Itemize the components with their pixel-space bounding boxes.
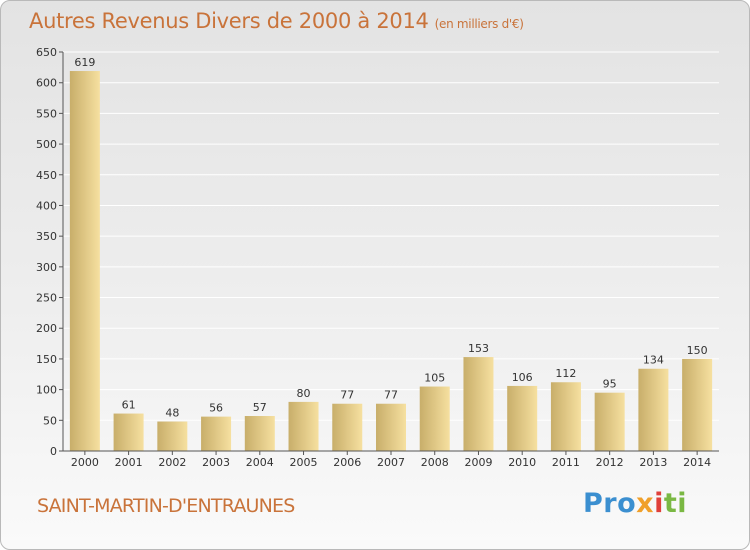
value-label-2008: 105 xyxy=(424,372,445,385)
bar-2002 xyxy=(157,421,188,451)
value-label-2001: 61 xyxy=(122,399,136,412)
bar-2011 xyxy=(550,382,581,451)
y-tick-label: 50 xyxy=(43,414,57,427)
value-label-2004: 57 xyxy=(253,401,267,414)
value-label-2003: 56 xyxy=(209,402,223,415)
labels: 0 50 100 150 200 250 300 350 400 450 500 550 600 650 6… xyxy=(36,46,711,469)
value-label-2011: 112 xyxy=(555,367,576,380)
x-tick-label-2004: 2004 xyxy=(246,456,274,469)
grid-lines xyxy=(63,51,719,421)
bar-2014 xyxy=(682,358,713,451)
logo-part-4: ti xyxy=(663,488,688,519)
value-label-2009: 153 xyxy=(468,342,489,355)
axes xyxy=(59,51,719,455)
value-label-2013: 134 xyxy=(643,354,664,367)
bar-2006 xyxy=(332,403,363,451)
x-tick-label-2002: 2002 xyxy=(158,456,186,469)
bar-2004 xyxy=(244,416,275,451)
y-tick-label: 500 xyxy=(36,138,57,151)
logo-part-3: i xyxy=(654,488,664,519)
bar-2013 xyxy=(638,368,669,451)
y-tick-label: 250 xyxy=(36,292,57,305)
y-tick-label: 200 xyxy=(36,322,57,335)
commune-name: SAINT-MARTIN-D'ENTRAUNES xyxy=(37,495,295,517)
x-tick-label-2010: 2010 xyxy=(508,456,536,469)
y-tick-label: 400 xyxy=(36,199,57,212)
value-label-2000: 619 xyxy=(74,56,95,69)
y-tick-label: 450 xyxy=(36,169,57,182)
value-label-2012: 95 xyxy=(603,378,617,391)
bar-2009 xyxy=(463,357,494,451)
bar-2000 xyxy=(69,71,100,451)
chart-title: Autres Revenus Divers de 2000 à 2014 (en … xyxy=(29,9,524,33)
logo-part-1: Pro xyxy=(583,488,637,519)
bar-2012 xyxy=(594,392,625,451)
x-tick-label-2012: 2012 xyxy=(596,456,624,469)
value-label-2005: 80 xyxy=(297,387,311,400)
chart-title-unit: (en milliers d'€) xyxy=(434,17,524,31)
proxiti-logo[interactable]: Proxiti xyxy=(583,488,687,519)
logo-part-2: x xyxy=(636,488,655,519)
bar-2001 xyxy=(113,413,144,451)
y-tick-label: 100 xyxy=(36,384,57,397)
bar-2007 xyxy=(376,403,406,451)
x-tick-label-2000: 2000 xyxy=(71,456,99,469)
x-tick-label-2007: 2007 xyxy=(377,456,405,469)
y-tick-label: 600 xyxy=(36,77,57,90)
value-label-2014: 150 xyxy=(687,344,708,357)
y-tick-label: 0 xyxy=(50,445,57,458)
value-label-2002: 48 xyxy=(165,407,179,420)
bar-2003 xyxy=(201,416,232,451)
bars xyxy=(69,71,713,451)
value-label-2010: 106 xyxy=(512,371,533,384)
bar-2008 xyxy=(419,386,450,451)
bar-2005 xyxy=(288,401,319,451)
x-tick-label-2014: 2014 xyxy=(683,456,711,469)
y-tick-label: 550 xyxy=(36,107,57,120)
y-tick-label: 300 xyxy=(36,261,57,274)
chart-title-text: Autres Revenus Divers de 2000 à 2014 xyxy=(29,9,429,33)
y-tick-label: 150 xyxy=(36,353,57,366)
value-label-2006: 77 xyxy=(340,389,354,402)
x-tick-label-2006: 2006 xyxy=(333,456,361,469)
bar-2010 xyxy=(507,385,538,451)
y-tick-label: 650 xyxy=(36,46,57,59)
value-label-2007: 77 xyxy=(384,389,398,402)
x-tick-label-2005: 2005 xyxy=(290,456,318,469)
x-tick-label-2011: 2011 xyxy=(552,456,580,469)
x-tick-label-2001: 2001 xyxy=(115,456,143,469)
x-tick-label-2009: 2009 xyxy=(464,456,492,469)
y-tick-label: 350 xyxy=(36,230,57,243)
x-tick-label-2003: 2003 xyxy=(202,456,230,469)
x-tick-label-2013: 2013 xyxy=(639,456,667,469)
x-tick-label-2008: 2008 xyxy=(421,456,449,469)
